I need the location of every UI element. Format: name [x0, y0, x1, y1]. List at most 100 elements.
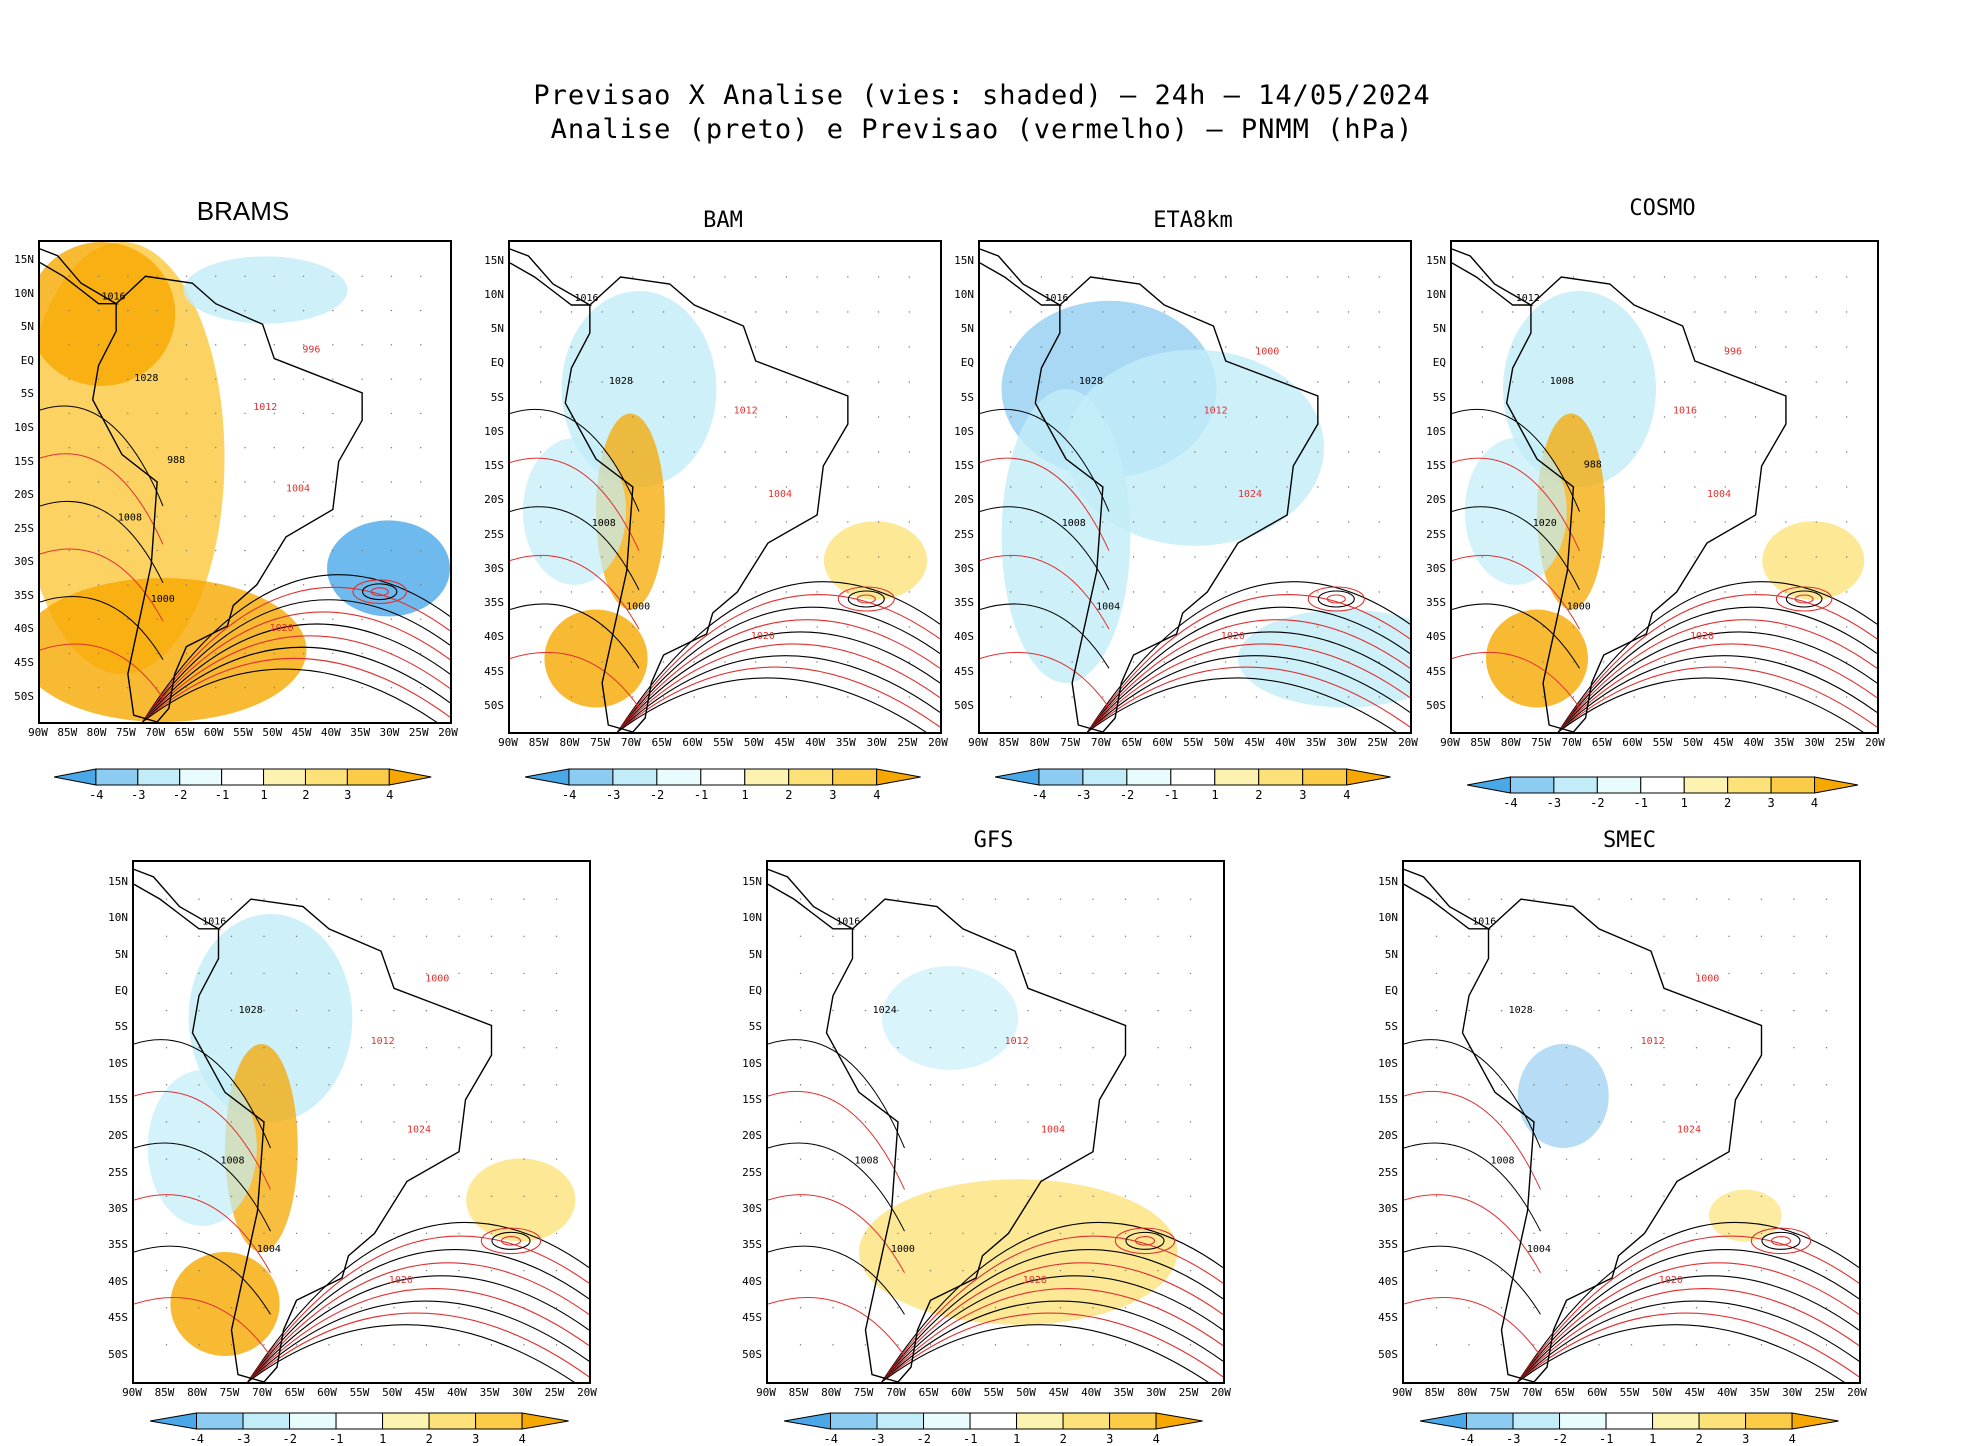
grid-dot	[1603, 276, 1605, 278]
grid-dot	[908, 416, 910, 418]
grid-dot	[540, 591, 542, 593]
grid-dot	[1572, 276, 1575, 278]
pressure-label: 1012	[253, 402, 277, 413]
longitude-tick-label: 50W	[1652, 1386, 1672, 1399]
grid-dot	[1124, 972, 1127, 975]
grid-dot	[1157, 1121, 1159, 1123]
grid-dot	[1663, 1307, 1665, 1309]
central-america-outline	[134, 868, 222, 930]
pressure-label: 1004	[286, 484, 310, 495]
longitude-tick-label: 65W	[1121, 736, 1142, 749]
pressure-label: 1020	[1533, 518, 1557, 529]
grid-dot	[230, 935, 233, 937]
grid-dot	[1630, 1158, 1633, 1160]
isobar-line	[617, 631, 940, 732]
grid-dot	[1481, 346, 1484, 348]
grid-dot	[97, 275, 100, 277]
grid-dot	[1724, 486, 1726, 488]
grid-dot	[1695, 972, 1698, 975]
grid-dot	[302, 687, 305, 689]
grid-dot	[693, 661, 695, 663]
grid-dot	[1225, 416, 1227, 418]
grid-dot	[263, 1344, 265, 1346]
grid-dot	[908, 486, 910, 488]
grid-dot	[994, 898, 997, 900]
grid-dot	[360, 1307, 363, 1309]
grid-dot	[1542, 556, 1544, 558]
pressure-label: 1020	[751, 631, 775, 642]
grid-dot	[360, 1047, 363, 1049]
isobar-line	[247, 1275, 589, 1382]
grid-dot	[244, 275, 246, 277]
grid-dot	[215, 344, 217, 346]
colorbar-segment	[1155, 1412, 1203, 1430]
grid-dot	[1603, 346, 1605, 348]
grid-dot	[1157, 1269, 1159, 1272]
grid-dot	[755, 311, 757, 313]
latitude-tick-label: 10S	[1426, 424, 1446, 438]
grid-dot	[1435, 1084, 1438, 1086]
grid-dot	[1071, 661, 1073, 663]
grid-dot	[864, 1269, 867, 1272]
grid-dot	[458, 898, 460, 900]
bias-shading	[466, 1158, 576, 1242]
grid-dot	[458, 1307, 460, 1309]
grid-dot	[1825, 898, 1828, 900]
grid-dot	[1163, 556, 1165, 558]
isobar-line	[1517, 1275, 1859, 1382]
colorbar-segment	[150, 1412, 198, 1430]
grid-dot	[1728, 1084, 1730, 1086]
grid-dot	[1071, 416, 1073, 418]
grid-dot	[555, 1232, 558, 1235]
grid-dot	[97, 344, 100, 346]
grid-dot	[1785, 346, 1787, 348]
grid-dot	[425, 898, 428, 900]
latitude-tick-label: 40S	[1426, 630, 1446, 644]
longitude-tick-label: 55W	[233, 726, 253, 739]
grid-dot	[1010, 626, 1012, 628]
grid-dot	[1010, 591, 1012, 593]
isobar-line	[1517, 1249, 1859, 1382]
grid-dot	[1435, 1232, 1438, 1235]
longitude-tick-label: 20W	[1211, 1386, 1231, 1399]
longitude-tick-label: 35W	[479, 1386, 500, 1399]
grid-dot	[1132, 696, 1135, 698]
grid-dot	[1317, 381, 1319, 383]
grid-dot	[1603, 381, 1605, 383]
grid-dot	[393, 1009, 395, 1012]
latitude-tick-label: 15S	[742, 1093, 762, 1106]
grid-dot	[127, 687, 129, 689]
isobar-line	[142, 635, 450, 722]
grid-dot	[1102, 276, 1104, 278]
grid-dot	[1124, 1158, 1127, 1160]
latitude-tick-label: 35S	[1378, 1238, 1398, 1252]
grid-dot	[458, 972, 460, 975]
grid-dot	[1663, 1121, 1665, 1123]
grid-dot	[897, 1195, 899, 1197]
isobar-line	[40, 643, 164, 699]
grid-dot	[1694, 591, 1696, 593]
latitude-tick-label: 45S	[1378, 1311, 1398, 1325]
grid-dot	[1512, 591, 1514, 593]
grid-dot	[1040, 486, 1043, 488]
grid-dot	[198, 1158, 200, 1160]
colorbar-tick-label: 3	[1742, 1432, 1750, 1446]
grid-dot	[632, 556, 634, 558]
colorbar-segment	[1652, 1412, 1700, 1430]
grid-dot	[1663, 486, 1666, 488]
grid-dot	[1124, 1269, 1127, 1272]
grid-dot	[1512, 696, 1514, 698]
pressure-label: 1000	[151, 594, 175, 605]
grid-dot	[832, 1269, 834, 1272]
grid-dot	[540, 381, 542, 383]
grid-dot	[1132, 556, 1135, 558]
grid-dot	[877, 416, 880, 418]
isobar-line	[1087, 619, 1410, 732]
grid-dot	[165, 935, 168, 937]
colorbar-segment	[382, 1412, 430, 1430]
longitude-tick-label: 60W	[203, 726, 224, 739]
grid-dot	[1468, 1158, 1470, 1160]
latitude-tick-label: 25S	[108, 1165, 128, 1179]
